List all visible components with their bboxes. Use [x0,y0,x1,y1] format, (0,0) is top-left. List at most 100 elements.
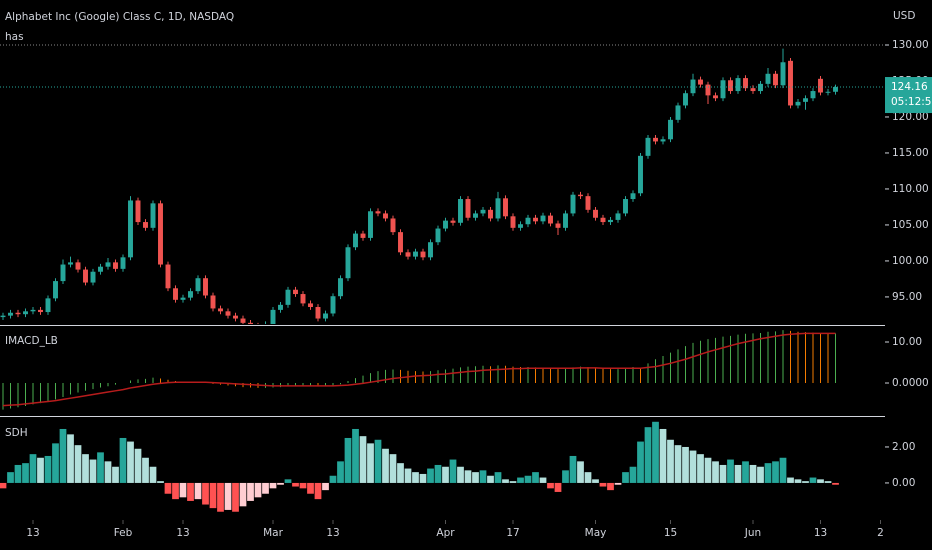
candle-body [645,137,651,156]
histogram-bar [292,482,299,487]
pane [0,48,838,324]
x-tick-label: 13 [176,527,189,539]
candle-body [233,315,238,319]
histogram-bar [607,482,614,491]
y-tick-label: 95.00 [892,291,922,303]
histogram-bar [457,466,464,483]
candle-body [690,79,696,94]
candle-body [210,295,216,309]
candle-body [668,119,673,140]
histogram-bar [82,454,89,483]
candle-body [675,105,681,120]
candle-body [315,307,321,319]
histogram-bar [599,482,607,487]
histogram-bar [404,468,412,483]
histogram-bar [239,482,247,507]
candle-body [548,215,553,224]
x-tick-label: 2 [877,527,884,539]
histogram-bar [464,470,472,483]
histogram-bar [577,461,584,483]
histogram-bar [644,427,652,483]
pane [0,421,839,512]
histogram-bar [547,482,554,489]
histogram-bar [824,481,832,483]
price-label-box [885,77,932,114]
candle-body [833,87,838,92]
candle-body [120,257,126,269]
candle-body [278,304,283,310]
candle-body [0,315,6,318]
y-tick-label: 105.00 [892,219,929,231]
candle-body [788,60,793,106]
histogram-bar [232,482,239,512]
candle-body [75,262,81,270]
candle-body [23,311,28,315]
candle-body [698,79,703,85]
histogram-bar [127,441,134,483]
candle-body [555,223,561,228]
y-tick-label: 0.0000 [892,377,929,389]
candle-body [338,278,343,297]
candle-body [420,251,426,258]
candle-body [495,198,501,219]
chart-title: Alphabet Inc (Google) Class C, 1D, NASDA… [5,11,234,23]
candle-body [750,88,756,92]
candle-body [428,242,433,258]
histogram-bar [187,482,194,501]
histogram-bar [14,464,22,483]
histogram-bar [299,482,307,489]
histogram-bar [517,477,524,483]
candle-body [765,73,771,84]
candle-body [728,80,733,92]
candle-body [225,311,231,316]
candle-body [38,309,43,313]
histogram-bar [479,470,487,483]
candle-body [705,84,711,96]
histogram-bar [52,443,59,483]
candle-body [113,262,118,269]
candle-body [195,278,201,292]
subtitle: has [5,31,24,43]
histogram-bar [194,482,202,500]
histogram-bar [727,459,734,483]
candle-body [683,93,688,106]
candle-body [780,62,786,86]
signal-line [2,332,836,407]
candle-body [623,199,628,214]
histogram-bar [352,428,359,483]
histogram-bar [269,482,277,489]
histogram-bar [652,421,659,483]
histogram-bar [202,482,209,505]
y-tick-label: 10.00 [892,336,922,348]
histogram-bar [742,461,749,483]
histogram-bar [779,457,787,483]
x-tick-label: 13 [814,527,827,539]
histogram-bar [157,481,164,483]
histogram-bar [104,461,112,483]
candle-body [443,220,448,229]
candle-body [450,220,456,223]
histogram-bar [689,450,697,483]
histogram-bar [667,439,674,483]
histogram-bar [7,472,14,483]
candle-body [660,139,666,142]
histogram-bar [172,482,179,500]
candle-body [803,98,808,102]
histogram-bar [419,473,427,483]
candle-body [128,200,133,258]
histogram-bar [22,463,29,483]
candle-body [60,264,66,282]
candle-body [353,233,358,248]
candle-body [143,222,148,228]
histogram-bar [112,466,119,483]
candle-body [600,217,606,223]
histogram-bar [247,482,254,501]
candle-body [630,193,636,200]
histogram-bar [487,475,494,483]
histogram-bar [37,457,44,483]
candle-body [390,218,396,233]
histogram-bar [682,446,689,483]
candle-body [480,209,486,214]
candle-body [458,199,463,223]
